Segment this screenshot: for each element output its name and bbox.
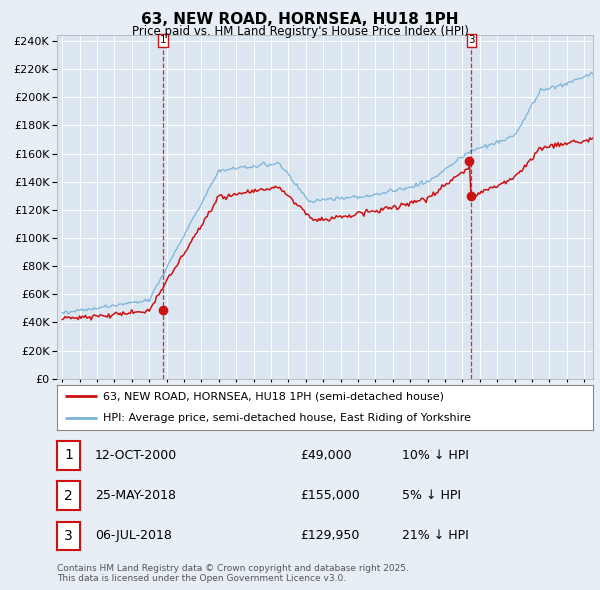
Text: 2: 2 — [64, 489, 73, 503]
Text: £129,950: £129,950 — [300, 529, 359, 542]
Text: 63, NEW ROAD, HORNSEA, HU18 1PH (semi-detached house): 63, NEW ROAD, HORNSEA, HU18 1PH (semi-de… — [103, 391, 443, 401]
Text: Price paid vs. HM Land Registry's House Price Index (HPI): Price paid vs. HM Land Registry's House … — [131, 25, 469, 38]
Text: 3: 3 — [468, 35, 475, 45]
Text: Contains HM Land Registry data © Crown copyright and database right 2025.
This d: Contains HM Land Registry data © Crown c… — [57, 563, 409, 583]
Text: 12-OCT-2000: 12-OCT-2000 — [95, 449, 177, 462]
Text: 25-MAY-2018: 25-MAY-2018 — [95, 489, 176, 502]
Text: £155,000: £155,000 — [300, 489, 360, 502]
Text: 5% ↓ HPI: 5% ↓ HPI — [402, 489, 461, 502]
Text: 10% ↓ HPI: 10% ↓ HPI — [402, 449, 469, 462]
Text: 3: 3 — [64, 529, 73, 543]
Text: 1: 1 — [64, 448, 73, 463]
Text: HPI: Average price, semi-detached house, East Riding of Yorkshire: HPI: Average price, semi-detached house,… — [103, 414, 470, 424]
Text: 63, NEW ROAD, HORNSEA, HU18 1PH: 63, NEW ROAD, HORNSEA, HU18 1PH — [141, 12, 459, 27]
Text: 21% ↓ HPI: 21% ↓ HPI — [402, 529, 469, 542]
Text: 06-JUL-2018: 06-JUL-2018 — [95, 529, 172, 542]
Text: 1: 1 — [160, 35, 166, 45]
Text: £49,000: £49,000 — [300, 449, 352, 462]
